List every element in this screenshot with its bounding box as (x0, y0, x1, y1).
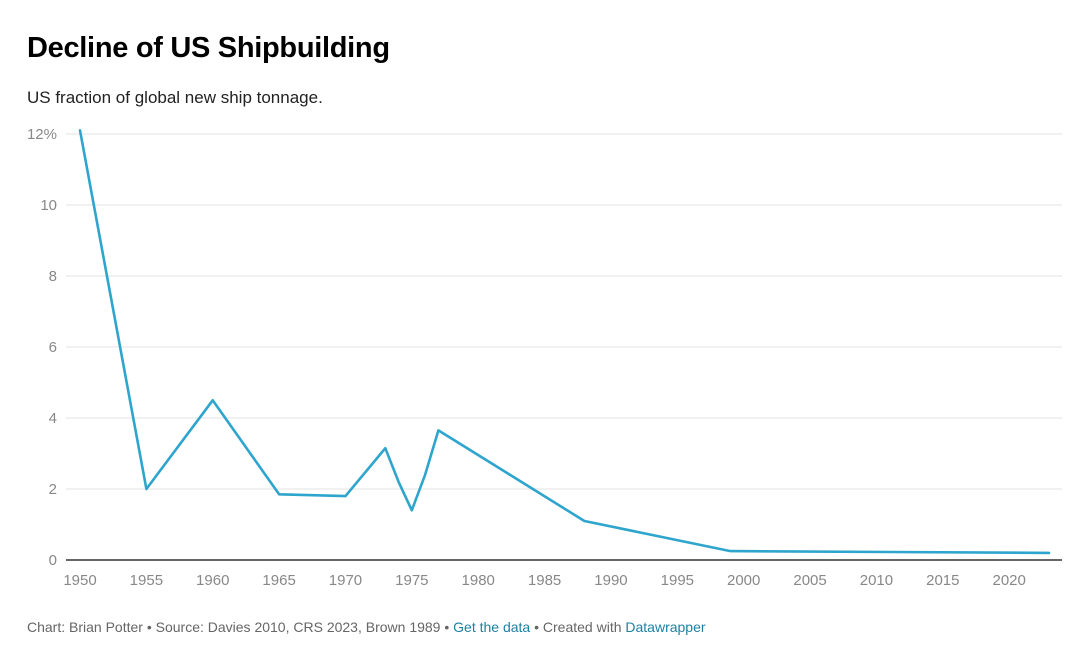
y-tick-label: 8 (49, 268, 57, 285)
footer-separator: • (530, 619, 543, 635)
footer-source: Source: Davies 2010, CRS 2023, Brown 198… (155, 619, 441, 635)
series-layer (78, 129, 1051, 555)
chart-title: Decline of US Shipbuilding (27, 32, 390, 64)
y-axis-labels: 0 2 4 6 8 10 12% (27, 126, 57, 569)
y-tick-label: 4 (49, 410, 57, 427)
x-tick-label: 1990 (594, 572, 627, 589)
x-tick-label: 2015 (926, 572, 959, 589)
x-tick-label: 1980 (462, 572, 495, 589)
footer-chart-credit: Chart: Brian Potter (27, 619, 143, 635)
chart-footer: Chart: Brian Potter • Source: Davies 201… (27, 619, 706, 635)
chart-subtitle: US fraction of global new ship tonnage. (27, 88, 323, 107)
datawrapper-link[interactable]: Datawrapper (625, 619, 706, 635)
y-tick-label: 12% (27, 126, 57, 143)
footer-separator: • (440, 619, 454, 635)
x-tick-label: 1955 (130, 572, 163, 589)
y-tick-label: 0 (49, 552, 57, 569)
x-tick-label: 2010 (860, 572, 893, 589)
get-the-data-link[interactable]: Get the data (453, 619, 531, 635)
x-tick-label: 1975 (395, 572, 428, 589)
x-tick-label: 1965 (262, 572, 295, 589)
x-tick-label: 1950 (63, 572, 96, 589)
x-tick-label: 2005 (793, 572, 826, 589)
x-tick-label: 1960 (196, 572, 229, 589)
x-tick-label: 2020 (992, 572, 1025, 589)
footer-created-with: Created with (542, 619, 626, 635)
x-axis-labels: 1950 1955 1960 1965 1970 1975 1980 1985 1990 1995… (63, 572, 1026, 589)
x-tick-label: 2000 (727, 572, 760, 589)
x-tick-label: 1970 (329, 572, 362, 589)
series-line (78, 129, 1051, 555)
x-tick-label: 1995 (661, 572, 694, 589)
x-tick-label: 1985 (528, 572, 561, 589)
y-tick-label: 10 (40, 197, 57, 214)
y-tick-label: 2 (49, 481, 57, 498)
y-tick-label: 6 (49, 339, 57, 356)
gridlines (66, 133, 1062, 561)
footer-separator: • (142, 619, 156, 635)
